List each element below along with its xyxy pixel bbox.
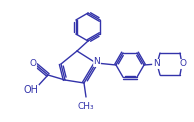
Text: O: O bbox=[179, 60, 186, 68]
Text: N: N bbox=[153, 60, 159, 68]
Text: N: N bbox=[94, 57, 100, 66]
Text: O: O bbox=[29, 60, 36, 68]
Text: OH: OH bbox=[23, 85, 38, 95]
Text: CH₃: CH₃ bbox=[78, 102, 94, 111]
